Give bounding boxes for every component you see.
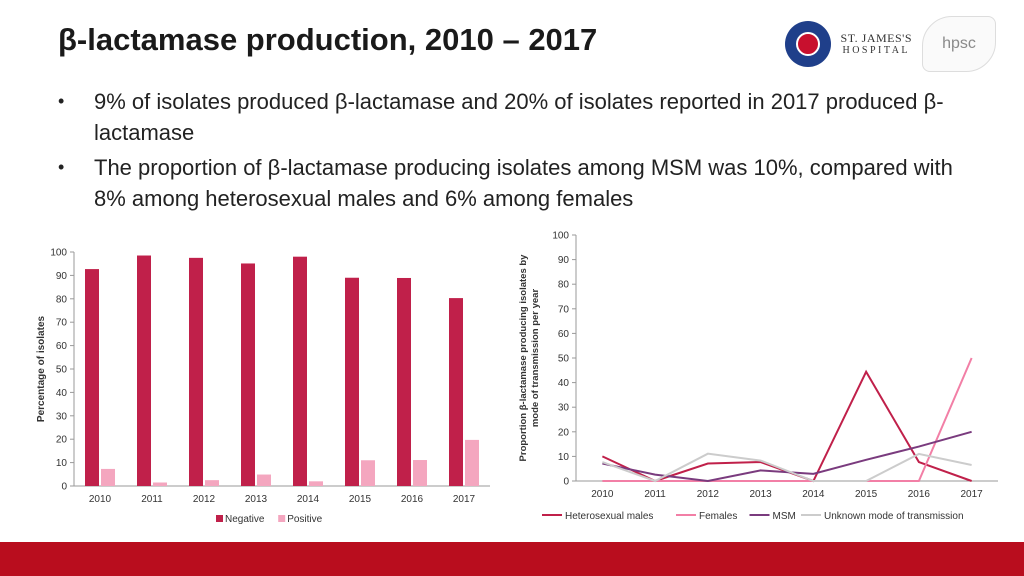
x-tick-label: 2015 [855,489,878,500]
legend-swatch-negative [216,515,223,522]
y-tick-label: 90 [558,255,570,266]
bar-negative [449,298,463,486]
x-tick-label: 2017 [453,494,476,505]
y-tick-label: 50 [558,354,570,365]
y-axis-label-line2: mode of transmission per year [530,289,541,428]
legend-label-4: Unknown mode of transmission [824,511,964,522]
y-tick-label: 60 [56,341,68,352]
bullet-item: The proportion of β-lactamase producing … [56,152,956,214]
y-axis-label-line1: Proportion β-lactamase producing isolate… [518,254,529,462]
y-tick-label: 30 [56,411,68,422]
st-james-logo: ST. JAMES'S HOSPITAL [840,30,912,57]
hospital-seal-logo [784,21,831,67]
y-tick-label: 30 [558,403,570,414]
y-tick-label: 80 [558,280,570,291]
bar-negative [397,277,411,486]
line-chart: 0 10 20 30 40 50 60 70 80 90 100 2010 2011 2012 2013 20… [518,231,998,522]
bar-negative [241,263,255,486]
x-tick-label: 2010 [591,489,614,500]
bar-positive [413,460,427,486]
x-tick-label: 2015 [349,494,372,505]
x-tick-label: 2014 [802,489,825,500]
footer-bar [0,542,1024,576]
bar-positive [101,468,115,486]
x-tick-label: 2012 [697,489,720,500]
y-tick-label: 20 [558,427,570,438]
legend-label-negative: Negative [225,514,265,525]
y-tick-label: 0 [563,477,569,488]
y-tick-label: 10 [558,452,570,463]
y-tick-label: 20 [56,435,68,446]
hpsc-logo: hpsc [922,16,996,72]
bar-negative [189,257,203,486]
bar-negative [293,256,307,486]
y-tick-label: 0 [61,482,67,493]
x-tick-label: 2017 [961,489,984,500]
bar-positive [257,474,271,486]
x-tick-label: 2016 [401,494,424,505]
legend-label-positive: Positive [287,514,322,525]
bar-negative [345,277,359,486]
legend-label-3: MSM [773,511,796,522]
bullet-list: 9% of isolates produced β-lactamase and … [56,86,956,218]
bar-negative [137,255,151,486]
bar-positive [309,481,323,486]
y-tick-label: 50 [56,365,68,376]
x-tick-label: 2014 [297,494,320,505]
bar-chart: 0 10 20 30 40 50 60 70 80 90 100 2010 2011 2012 2013 20… [36,248,490,525]
y-tick-label: 40 [56,388,68,399]
y-tick-label: 90 [56,271,68,282]
y-tick-label: 100 [50,248,67,259]
line-series-1 [601,369,972,483]
x-tick-label: 2012 [193,494,216,505]
x-tick-label: 2013 [750,489,773,500]
bar-positive [153,482,167,486]
slide-title: β-lactamase production, 2010 – 2017 [58,22,598,57]
x-tick-label: 2010 [89,494,112,505]
y-tick-label: 100 [552,231,569,242]
logo-group: ST. JAMES'S HOSPITAL hpsc [784,16,996,72]
st-james-logo-line2: HOSPITAL [842,45,911,57]
bar-negative [85,269,99,486]
x-tick-label: 2016 [908,489,931,500]
line-series-4 [602,452,972,483]
x-tick-label: 2011 [141,494,163,505]
st-james-logo-line1: ST. JAMES'S [840,30,912,45]
y-tick-label: 60 [558,329,570,340]
x-tick-label: 2011 [644,489,666,500]
y-axis-label: Percentage of isolates [36,315,47,422]
bullet-item: 9% of isolates produced β-lactamase and … [56,86,956,148]
y-tick-label: 70 [558,304,570,315]
bar-positive [465,439,479,486]
legend-label-2: Females [699,511,737,522]
bar-positive [361,460,375,486]
y-tick-label: 40 [558,378,570,389]
y-tick-label: 80 [56,294,68,305]
y-tick-label: 10 [56,458,68,469]
y-tick-label: 70 [56,318,68,329]
bar-positive [205,480,219,486]
line-series-2 [602,357,973,482]
legend-label-1: Heterosexual males [565,511,653,522]
x-tick-label: 2013 [245,494,268,505]
legend-swatch-positive [278,515,286,522]
